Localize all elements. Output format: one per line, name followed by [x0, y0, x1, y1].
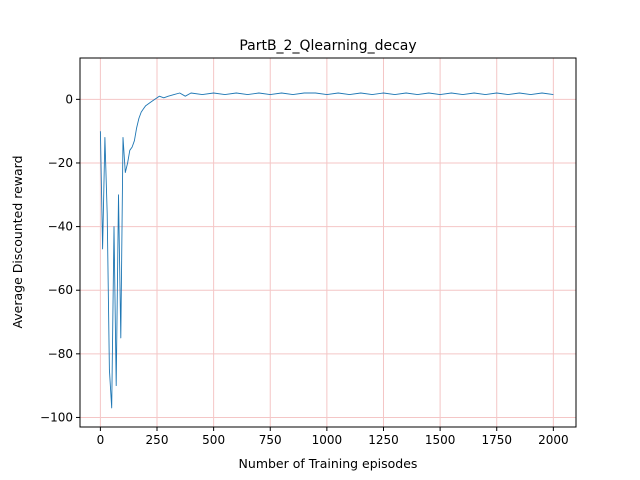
x-tick-label: 1500 — [425, 433, 456, 447]
y-tick-label: −20 — [48, 156, 73, 170]
y-axis-label: Average Discounted reward — [10, 155, 25, 328]
x-tick-label: 0 — [97, 433, 105, 447]
x-tick-label: 1250 — [368, 433, 399, 447]
chart-title: PartB_2_Qlearning_decay — [239, 38, 416, 54]
x-axis-label: Number of Training episodes — [239, 456, 418, 471]
x-tick-label: 500 — [202, 433, 225, 447]
y-axis-ticks: −100 −80 −60 −40 −20 0 — [40, 92, 80, 424]
series-group — [99, 92, 554, 409]
x-tick-label: 1750 — [481, 433, 512, 447]
y-tick-label: −60 — [48, 283, 73, 297]
y-tick-label: 0 — [65, 92, 73, 106]
y-tick-label: −100 — [40, 410, 73, 424]
x-tick-label: 250 — [146, 433, 169, 447]
y-tick-label: −80 — [48, 347, 73, 361]
y-tick-label: −40 — [48, 220, 73, 234]
series-line — [99, 92, 554, 409]
grid-lines — [80, 58, 576, 427]
x-tick-label: 750 — [259, 433, 282, 447]
x-axis-ticks: 0 250 500 750 1000 1250 1500 1750 2000 — [97, 427, 569, 447]
x-tick-label: 1000 — [312, 433, 343, 447]
x-tick-label: 2000 — [538, 433, 569, 447]
plot-frame — [79, 57, 577, 428]
